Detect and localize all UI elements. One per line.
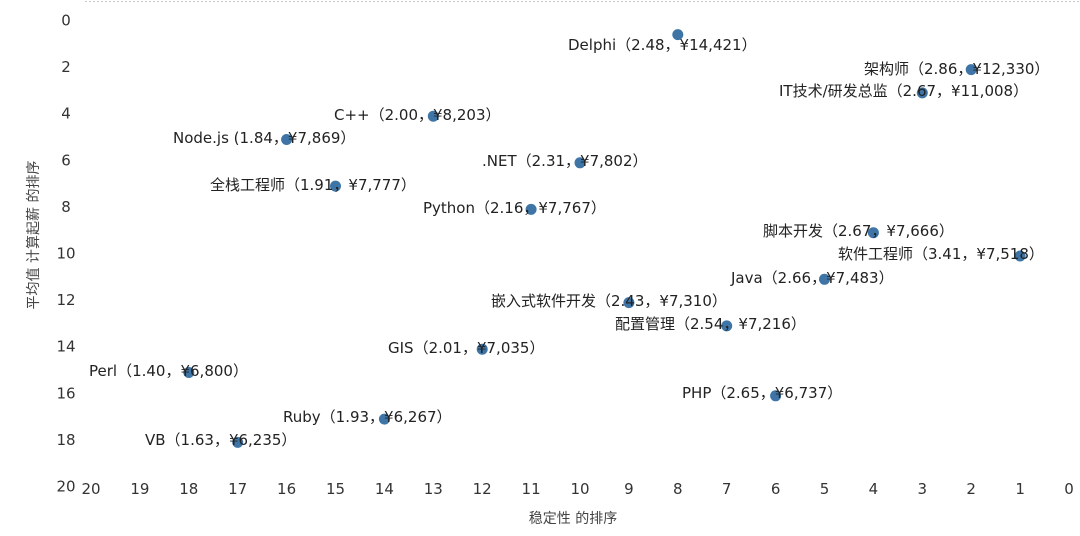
x-tick-label: 13 — [424, 480, 443, 498]
data-point — [1014, 250, 1026, 262]
data-point — [574, 157, 586, 169]
x-tick-label: 7 — [722, 480, 732, 498]
y-axis-ticks: 0 2 4 6 8 10 12 14 16 18 20 — [56, 12, 75, 496]
y-tick-label: 4 — [61, 105, 71, 123]
data-label: IT技术/研发总监（2.67，¥11,008） — [779, 82, 1028, 100]
y-axis-title: 平均值 计算起薪 的排序 — [26, 161, 42, 310]
data-point — [623, 297, 635, 309]
data-point — [770, 390, 782, 402]
data-label: 嵌入式软件开发（2.43，¥7,310） — [491, 292, 727, 310]
data-point — [916, 87, 928, 99]
x-axis-ticks: 20 19 18 17 16 15 14 13 12 11 10 9 8 7 6 5 4 3 2 1 0 — [81, 480, 1073, 498]
data-point — [672, 29, 684, 41]
data-label: Perl（1.40，¥6,800） — [89, 362, 248, 380]
data-labels: Delphi（2.48，¥14,421） 架构师（2.86，¥12,330） IT技… — [89, 36, 1049, 449]
data-point — [476, 343, 488, 355]
x-tick-label: 19 — [130, 480, 149, 498]
x-tick-label: 18 — [179, 480, 198, 498]
data-label: VB（1.63，¥6,235） — [145, 431, 296, 449]
data-label: C++（2.00，¥8,203） — [334, 106, 501, 124]
x-tick-label: 4 — [869, 480, 879, 498]
data-label: Java（2.66，¥7,483） — [730, 269, 894, 287]
data-point — [330, 180, 341, 192]
data-label: 配置管理（2.54，¥7,216） — [615, 315, 806, 333]
data-label: 软件工程师（3.41，¥7,518） — [838, 245, 1044, 263]
data-label: PHP（2.65，¥6,737） — [682, 384, 842, 402]
y-tick-label: 10 — [56, 245, 75, 263]
y-tick-label: 2 — [61, 58, 71, 76]
data-point — [819, 273, 830, 285]
x-tick-label: 17 — [228, 480, 247, 498]
x-tick-label: 2 — [966, 480, 976, 498]
data-point — [378, 413, 390, 425]
x-tick-label: 3 — [918, 480, 928, 498]
data-point — [281, 134, 293, 145]
data-point — [183, 367, 195, 378]
data-label: Node.js (1.84，¥7,869） — [173, 129, 355, 147]
x-tick-label: 16 — [277, 480, 296, 498]
y-tick-label: 8 — [61, 198, 71, 216]
x-tick-label: 14 — [375, 480, 394, 498]
data-label: GIS（2.01，¥7,035） — [388, 339, 544, 357]
x-tick-label: 10 — [570, 480, 589, 498]
data-label: 全栈工程师（1.91，¥7,777） — [210, 176, 416, 194]
data-point — [965, 64, 977, 76]
down-arrow-icon: ↓ — [795, 23, 812, 47]
data-label: 架构师（2.86，¥12,330） — [864, 60, 1049, 78]
x-axis-title: 稳定性 的排序 — [529, 511, 617, 527]
y-tick-label: 14 — [56, 338, 75, 356]
x-tick-label: 9 — [624, 480, 634, 498]
y-tick-label: 6 — [61, 151, 71, 169]
x-tick-label: 8 — [673, 480, 683, 498]
data-point — [525, 203, 537, 215]
data-point — [721, 320, 733, 332]
data-point — [867, 227, 879, 239]
x-tick-label: 0 — [1064, 480, 1074, 498]
x-tick-label: 5 — [820, 480, 830, 498]
x-tick-label: 15 — [326, 480, 345, 498]
data-points — [183, 29, 1026, 448]
x-tick-label: 6 — [771, 480, 781, 498]
y-tick-label: 20 — [56, 478, 75, 496]
y-tick-label: 18 — [56, 431, 75, 449]
data-label: .NET（2.31，¥7,802） — [482, 152, 648, 170]
y-tick-label: 12 — [56, 291, 75, 309]
data-point — [232, 436, 244, 448]
x-tick-label: 20 — [81, 480, 100, 498]
x-tick-label: 11 — [522, 480, 541, 498]
x-tick-label: 1 — [1015, 480, 1025, 498]
data-label: 脚本开发（2.67，¥7,666） — [763, 222, 954, 240]
x-tick-label: 12 — [473, 480, 492, 498]
y-tick-label: 16 — [56, 384, 75, 402]
data-point — [427, 110, 439, 122]
data-label: Delphi（2.48，¥14,421） — [568, 36, 757, 54]
data-label: Ruby（1.93，¥6,267） — [283, 408, 452, 426]
y-tick-label: 0 — [61, 12, 71, 30]
data-label: Python（2.16，¥7,767） — [423, 199, 606, 217]
